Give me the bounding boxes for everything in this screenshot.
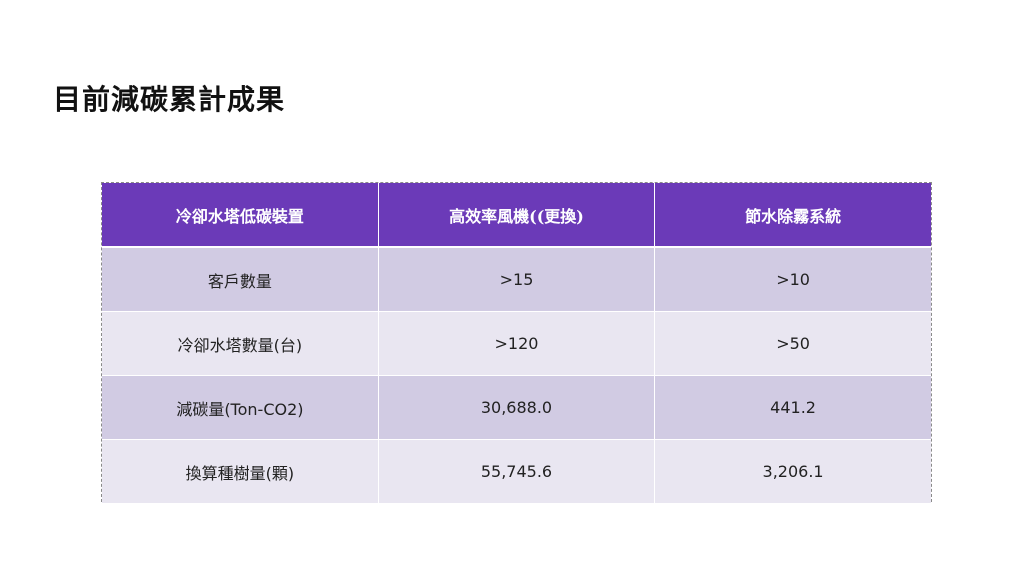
table-cell: >120 [378, 311, 656, 376]
column-header-high-efficiency-fan: 高效率風機((更換) [378, 183, 656, 248]
row-label: 冷卻水塔數量(台) [102, 311, 379, 376]
table-row: 冷卻水塔數量(台) >120 >50 [102, 311, 931, 376]
table-cell: 3,206.1 [654, 439, 931, 504]
table-header-row: 冷卻水塔低碳裝置 高效率風機((更換) 節水除霧系統 [102, 183, 931, 248]
table-cell: 55,745.6 [378, 439, 656, 504]
results-table-container: 冷卻水塔低碳裝置 高效率風機((更換) 節水除霧系統 客戶數量 >15 >10 … [101, 182, 932, 504]
table-row: 減碳量(Ton-CO2) 30,688.0 441.2 [102, 375, 931, 440]
row-label: 換算種樹量(顆) [102, 439, 379, 504]
column-header-cooling-tower-device: 冷卻水塔低碳裝置 [102, 183, 379, 248]
row-label: 客戶數量 [102, 247, 379, 312]
table-row: 換算種樹量(顆) 55,745.6 3,206.1 [102, 439, 931, 504]
results-table: 冷卻水塔低碳裝置 高效率風機((更換) 節水除霧系統 客戶數量 >15 >10 … [102, 183, 931, 504]
table-row: 客戶數量 >15 >10 [102, 247, 931, 312]
row-label: 減碳量(Ton-CO2) [102, 375, 379, 440]
table-cell: >15 [378, 247, 656, 312]
table-cell: 441.2 [654, 375, 931, 440]
table-cell: >10 [654, 247, 931, 312]
table-cell: >50 [654, 311, 931, 376]
column-header-water-saving-mist-system: 節水除霧系統 [654, 183, 931, 248]
table-cell: 30,688.0 [378, 375, 656, 440]
page-title: 目前減碳累計成果 [53, 83, 286, 116]
